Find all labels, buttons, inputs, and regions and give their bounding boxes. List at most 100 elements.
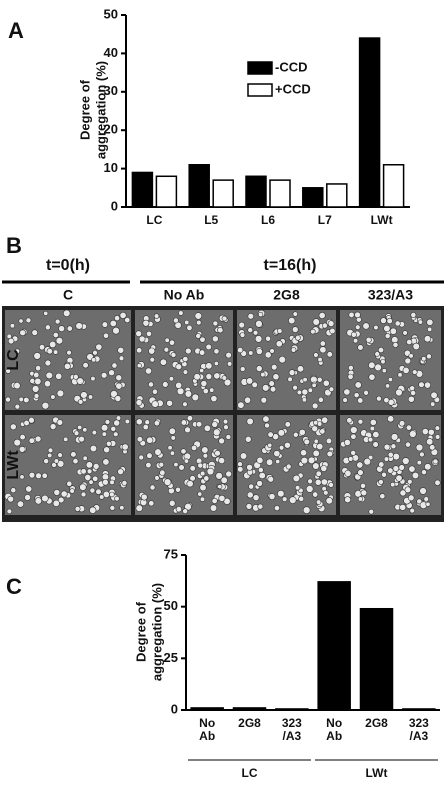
cell	[199, 349, 206, 356]
cell	[115, 382, 123, 390]
cell	[347, 373, 354, 380]
cell	[416, 460, 422, 466]
cell	[214, 449, 221, 457]
cell	[357, 397, 364, 404]
cell	[19, 474, 25, 480]
cell	[328, 386, 335, 392]
cell	[117, 468, 124, 475]
cell	[397, 372, 403, 378]
cell	[56, 460, 65, 468]
cell	[205, 362, 213, 370]
bar	[359, 607, 394, 711]
group-label: LWt	[366, 766, 388, 780]
cell	[327, 320, 335, 327]
cell	[312, 449, 320, 457]
cell	[13, 438, 21, 447]
cell	[268, 380, 275, 387]
cell	[237, 461, 243, 468]
panel-label: C	[6, 574, 22, 599]
cell	[19, 329, 26, 337]
cell	[221, 375, 228, 381]
cell	[5, 368, 11, 374]
cell	[194, 312, 203, 320]
cell	[258, 311, 264, 318]
x-tick-label: LC	[146, 213, 162, 227]
cell	[374, 363, 382, 372]
cell	[320, 478, 328, 486]
cell	[410, 390, 417, 396]
cell	[31, 329, 38, 336]
cell	[407, 494, 415, 502]
cell	[110, 425, 117, 432]
cell	[84, 474, 92, 481]
cell	[248, 483, 255, 490]
y-axis-label: aggregation (%)	[93, 61, 108, 159]
cell	[54, 318, 61, 325]
cell	[89, 506, 97, 514]
cell	[252, 494, 260, 502]
cell	[239, 332, 246, 338]
cell	[274, 505, 280, 512]
bar	[245, 175, 267, 208]
cell	[163, 346, 170, 353]
cell	[424, 381, 431, 389]
cell	[369, 425, 375, 432]
cell	[239, 452, 248, 460]
cell	[434, 425, 441, 431]
cell	[381, 471, 387, 478]
cell	[38, 344, 46, 351]
cell	[77, 424, 83, 430]
cell	[34, 497, 43, 505]
cell	[322, 379, 330, 387]
cell	[262, 415, 270, 423]
cell	[421, 356, 427, 362]
cell	[319, 428, 326, 435]
cell	[167, 445, 173, 451]
cell	[212, 335, 219, 343]
cell	[368, 373, 376, 381]
cell	[121, 443, 129, 451]
cell	[409, 430, 417, 438]
cell	[199, 368, 205, 374]
cell	[260, 396, 268, 404]
cell	[372, 441, 379, 448]
cell	[182, 508, 188, 514]
cell	[303, 438, 310, 446]
cell	[183, 458, 190, 464]
cell	[215, 472, 223, 480]
cell	[265, 335, 272, 342]
cell	[153, 420, 160, 427]
cell	[66, 349, 72, 356]
cell	[44, 324, 51, 331]
cell	[49, 423, 57, 430]
cell	[408, 353, 414, 359]
cell	[101, 321, 109, 328]
cell	[411, 369, 418, 375]
cell	[258, 472, 266, 480]
cell	[197, 491, 203, 497]
cell	[41, 401, 50, 410]
cell	[173, 317, 179, 324]
cell	[302, 506, 311, 514]
cell	[184, 502, 192, 511]
bar	[302, 187, 324, 208]
cell	[267, 431, 274, 438]
cell	[424, 463, 432, 471]
cell	[178, 310, 184, 316]
cell	[415, 443, 424, 452]
cell	[380, 317, 387, 324]
cell	[6, 508, 13, 515]
cell	[66, 325, 73, 332]
bar	[131, 171, 154, 208]
cell	[82, 455, 88, 461]
bar	[382, 164, 405, 208]
cell	[151, 400, 159, 408]
cell	[416, 498, 423, 505]
cell	[153, 313, 160, 319]
cell	[203, 475, 210, 482]
cell	[350, 450, 357, 456]
cell	[56, 389, 65, 398]
cell	[175, 486, 181, 493]
y-tick-label: 40	[104, 45, 118, 60]
column-label: No Ab	[164, 287, 205, 303]
